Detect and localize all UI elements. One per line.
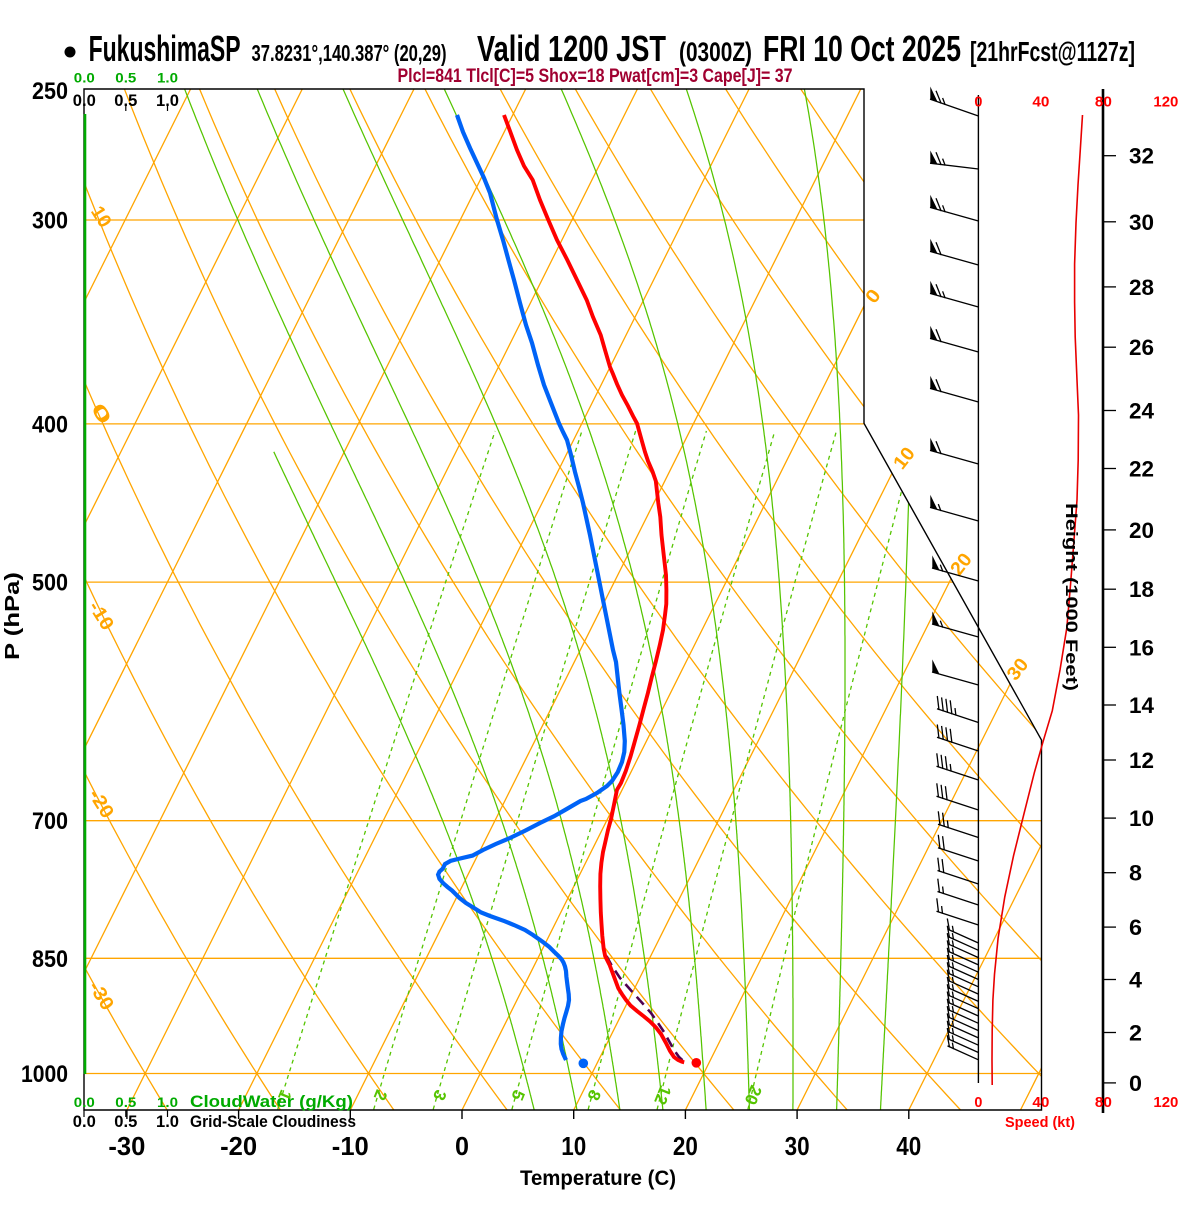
svg-text:0: 0: [455, 1131, 469, 1161]
svg-text:-30: -30: [108, 1131, 145, 1161]
svg-text:700: 700: [32, 808, 68, 835]
svg-text:30: 30: [785, 1131, 810, 1161]
svg-text:12: 12: [1129, 748, 1154, 773]
svg-text:FRI 10 Oct 2025: FRI 10 Oct 2025: [763, 28, 961, 69]
svg-text:14: 14: [1129, 693, 1155, 718]
svg-text:28: 28: [1129, 275, 1154, 300]
svg-text:24: 24: [1129, 399, 1155, 424]
svg-text:30: 30: [1129, 210, 1154, 235]
svg-text:0.0: 0.0: [74, 70, 95, 86]
svg-text:40: 40: [1032, 1094, 1049, 1111]
svg-text:20: 20: [673, 1131, 698, 1161]
svg-text:Temperature (C): Temperature (C): [520, 1167, 676, 1190]
svg-text:26: 26: [1129, 335, 1154, 360]
svg-text:2: 2: [1129, 1021, 1142, 1046]
svg-text:1.0: 1.0: [157, 1094, 178, 1110]
svg-text:20: 20: [1129, 518, 1154, 543]
svg-text:1.0: 1.0: [156, 91, 179, 110]
svg-text:16: 16: [1129, 635, 1154, 660]
svg-text:120: 120: [1153, 94, 1178, 111]
svg-text:(0300Z): (0300Z): [679, 37, 752, 67]
svg-text:0.0: 0.0: [74, 1094, 95, 1110]
svg-text:Grid-Scale Cloudiness: Grid-Scale Cloudiness: [190, 1112, 356, 1131]
svg-text:-10: -10: [332, 1131, 369, 1161]
svg-text:80: 80: [1095, 1094, 1112, 1111]
svg-text:40: 40: [896, 1131, 921, 1161]
svg-text:P (hPa): P (hPa): [2, 572, 24, 660]
svg-text:Speed (kt): Speed (kt): [1005, 1114, 1075, 1131]
svg-text:0.0: 0.0: [73, 1112, 96, 1131]
svg-text:0.0: 0.0: [73, 91, 96, 110]
svg-text:80: 80: [1095, 94, 1112, 111]
svg-text:[21hrFcst@1127z]: [21hrFcst@1127z]: [970, 36, 1135, 67]
svg-text:FukushimaSP: FukushimaSP: [89, 28, 241, 69]
svg-text:1000: 1000: [21, 1061, 68, 1088]
svg-text:8: 8: [1129, 861, 1142, 886]
svg-text:0: 0: [974, 94, 982, 111]
svg-text:18: 18: [1129, 577, 1154, 602]
svg-text:10: 10: [1129, 806, 1154, 831]
svg-text:6: 6: [1129, 915, 1142, 940]
svg-text:0: 0: [1129, 1071, 1142, 1096]
svg-text:40: 40: [1032, 94, 1049, 111]
svg-text:10: 10: [561, 1131, 586, 1161]
svg-text:300: 300: [32, 208, 68, 235]
svg-text:4: 4: [1129, 968, 1143, 993]
svg-text:400: 400: [32, 411, 68, 438]
svg-text:32: 32: [1129, 144, 1154, 169]
svg-text:22: 22: [1129, 457, 1154, 482]
svg-text:0.5: 0.5: [114, 1112, 137, 1131]
svg-text:120: 120: [1153, 1094, 1178, 1111]
svg-text:0.5: 0.5: [115, 70, 136, 86]
svg-text:1.0: 1.0: [156, 1112, 179, 1131]
svg-text:Valid 1200 JST: Valid 1200 JST: [477, 28, 666, 69]
svg-text:CloudWater (g/Kg): CloudWater (g/Kg): [190, 1092, 353, 1111]
svg-text:37.8231°,140.387° (20,29): 37.8231°,140.387° (20,29): [252, 40, 447, 66]
svg-text:0.5: 0.5: [114, 91, 137, 110]
svg-text:0.5: 0.5: [115, 1094, 136, 1110]
svg-text:500: 500: [32, 570, 68, 597]
svg-text:Height (1000 Feet): Height (1000 Feet): [1062, 503, 1081, 691]
svg-text:1.0: 1.0: [157, 70, 178, 86]
svg-text:850: 850: [32, 946, 68, 973]
svg-text:-20: -20: [220, 1131, 257, 1161]
svg-text:250: 250: [32, 78, 68, 105]
svg-text:0: 0: [974, 1094, 982, 1111]
svg-text:Plcl=841 Tlcl[C]=5 Shox=18 Pwa: Plcl=841 Tlcl[C]=5 Shox=18 Pwat[cm]=3 Ca…: [398, 65, 793, 87]
